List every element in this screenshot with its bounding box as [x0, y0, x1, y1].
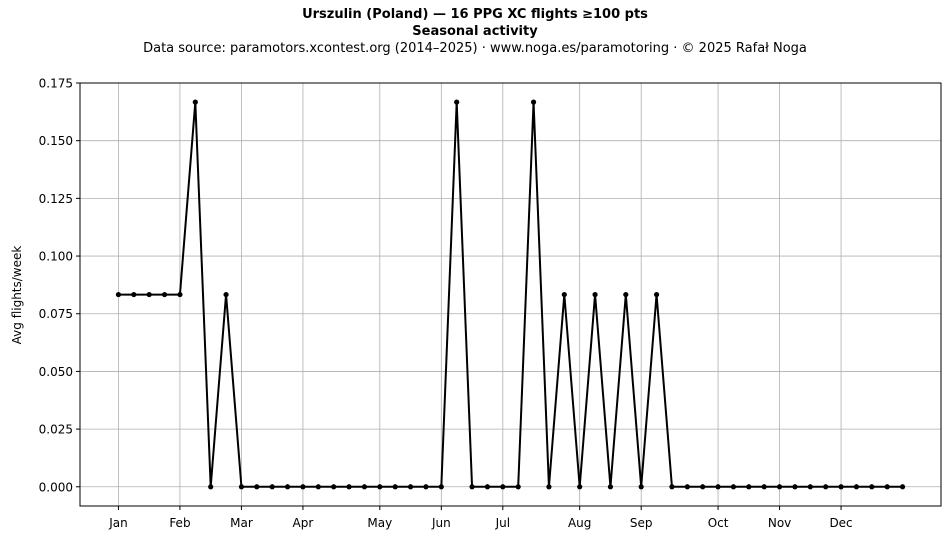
data-point: [561, 291, 567, 298]
data-point: [807, 484, 813, 490]
data-point: [469, 484, 475, 490]
data-point: [146, 291, 152, 298]
x-tick-label: Jun: [431, 516, 451, 530]
data-point: [423, 484, 429, 490]
data-point: [315, 484, 321, 490]
y-tick-label: 0.050: [39, 365, 73, 379]
data-point: [177, 291, 183, 298]
chart-title: Urszulin (Poland) — 16 PPG XC flights ≥1…: [302, 7, 648, 22]
data-point: [192, 99, 198, 105]
data-point: [884, 484, 890, 490]
x-tick-label: Apr: [293, 516, 314, 530]
data-point: [546, 484, 552, 490]
data-point: [592, 291, 598, 298]
data-point: [669, 484, 675, 490]
y-tick-label: 0.125: [39, 192, 73, 206]
data-point: [346, 484, 352, 490]
data-point: [238, 484, 245, 490]
x-tick-label: Oct: [708, 516, 729, 530]
y-tick-label: 0.150: [39, 134, 73, 148]
data-point: [161, 291, 168, 298]
y-tick-label: 0.100: [39, 250, 73, 264]
data-point: [623, 291, 629, 298]
data-point: [377, 484, 383, 490]
data-point: [223, 291, 229, 298]
y-tick-label: 0.025: [39, 423, 73, 437]
chart-titles: Urszulin (Poland) — 16 PPG XC flights ≥1…: [0, 6, 950, 57]
x-tick-label: Mar: [230, 516, 253, 530]
data-point: [684, 484, 690, 490]
data-point: [577, 484, 583, 490]
data-point: [838, 484, 844, 490]
data-point: [746, 484, 752, 490]
y-tick-label: 0.075: [39, 307, 73, 321]
data-point: [899, 484, 906, 490]
data-point: [853, 484, 860, 490]
data-point: [700, 484, 706, 490]
data-point: [254, 484, 260, 490]
x-tick-label: Nov: [768, 516, 791, 530]
data-point: [208, 484, 214, 490]
data-point: [515, 484, 521, 490]
data-point: [300, 484, 306, 490]
x-tick-label: Sep: [630, 516, 653, 530]
data-point: [131, 291, 137, 298]
x-tick-label: Feb: [169, 516, 190, 530]
data-point: [530, 99, 537, 105]
chart-subtitle: Seasonal activity: [412, 24, 538, 39]
data-point: [823, 484, 829, 490]
data-point: [438, 484, 444, 490]
data-point: [776, 484, 783, 490]
x-axis: Jan Feb Mar Apr May Jun Jul Aug Sep Oct Nov Dec: [108, 506, 853, 530]
y-tick-label: 0.000: [39, 480, 73, 494]
x-tick-label: Jan: [108, 516, 128, 530]
data-point: [761, 484, 767, 490]
data-point: [500, 484, 506, 490]
data-point: [269, 484, 275, 490]
data-point: [653, 291, 660, 298]
data-point: [284, 484, 291, 490]
y-tick-label: 0.175: [39, 77, 73, 91]
data-point: [454, 99, 460, 105]
data-point: [115, 291, 122, 298]
data-point: [331, 484, 337, 490]
data-point: [484, 484, 491, 490]
plot-frame: [79, 82, 942, 507]
x-tick-label: Dec: [829, 516, 852, 530]
data-point: [792, 484, 798, 490]
y-axis: 0.000 0.025 0.050 0.075 0.100 0.125 0.150 0.175: [39, 77, 80, 494]
data-point: [392, 484, 398, 490]
series-group: [115, 99, 906, 490]
series-line: [118, 101, 903, 488]
data-point: [407, 484, 414, 490]
data-point: [715, 484, 721, 490]
chart-source: Data source: paramotors.xcontest.org (20…: [143, 41, 807, 56]
data-point: [730, 484, 737, 490]
y-axis-label: Avg flights/week: [10, 246, 24, 345]
data-point: [869, 484, 875, 490]
data-point: [638, 484, 644, 490]
data-point: [607, 484, 614, 490]
x-tick-label: Jul: [495, 516, 510, 530]
x-tick-label: May: [367, 516, 392, 530]
x-tick-label: Aug: [568, 516, 591, 530]
data-point: [361, 484, 368, 490]
